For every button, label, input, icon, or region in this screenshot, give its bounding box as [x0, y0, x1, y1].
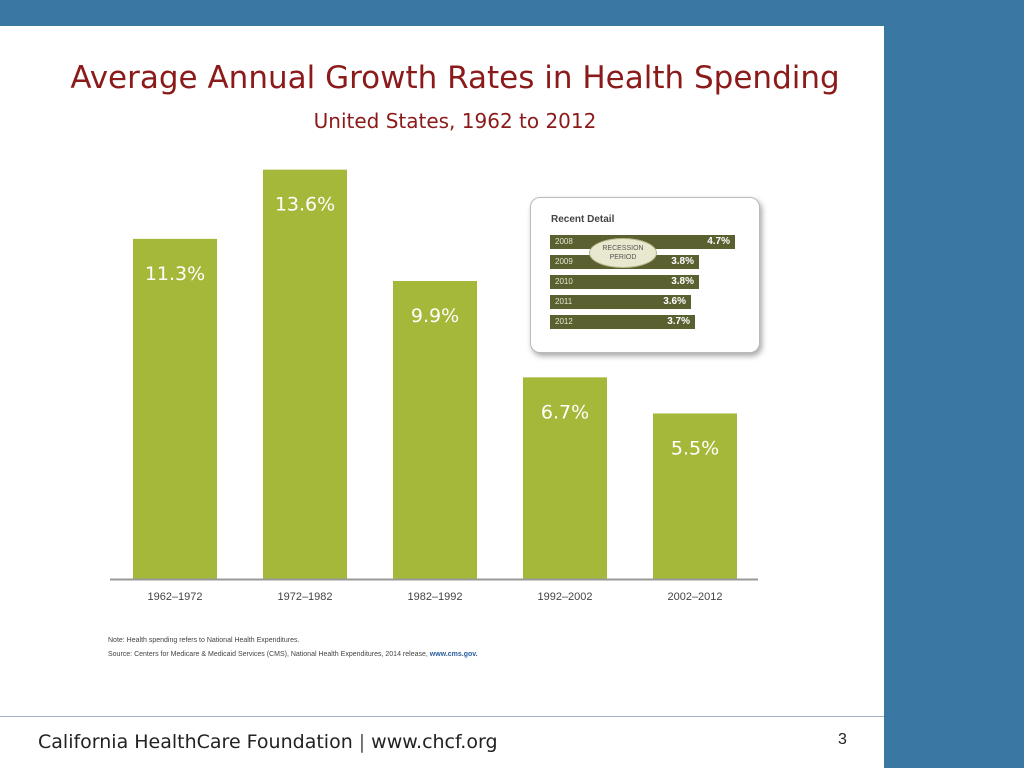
- bar-value-label: 9.9%: [411, 305, 459, 327]
- inset-value-label: 3.7%: [667, 316, 690, 327]
- inset-year-label: 2009: [555, 257, 573, 266]
- footer-separator: |: [358, 731, 366, 753]
- inset-value-label: 3.8%: [671, 256, 694, 267]
- chart-source: Source: Centers for Medicare & Medicaid …: [108, 651, 478, 658]
- recession-period-badge: RECESSION PERIOD: [589, 238, 657, 268]
- footer-url[interactable]: www.chcf.org: [371, 731, 498, 753]
- recession-label: RECESSION PERIOD: [602, 245, 644, 261]
- inset-value-label: 3.6%: [663, 296, 686, 307]
- x-tick-label: 1962–1972: [147, 591, 202, 603]
- bar-2002–2012: [653, 413, 737, 579]
- inset-year-label: 2008: [555, 237, 573, 246]
- x-tick-label: 2002–2012: [667, 591, 722, 603]
- bar-1972–1982: [263, 169, 347, 579]
- x-tick-label: 1982–1992: [407, 591, 462, 603]
- inset-year-label: 2010: [555, 277, 573, 286]
- inset-year-label: 2012: [555, 317, 573, 326]
- bar-value-label: 11.3%: [145, 263, 205, 285]
- source-text: Source: Centers for Medicare & Medicaid …: [108, 651, 428, 658]
- x-tick-label: 1992–2002: [537, 591, 592, 603]
- bar-value-label: 5.5%: [671, 437, 719, 459]
- footer-divider: [0, 716, 884, 717]
- side-banner: [884, 0, 1024, 768]
- x-tick-label: 1972–1982: [277, 591, 332, 603]
- inset-title: Recent Detail: [551, 214, 615, 225]
- slide-subtitle: United States, 1962 to 2012: [313, 109, 597, 133]
- bar-chart: 11.3% 1962–1972 13.6% 1972–1982 9.9% 1982–199…: [110, 169, 758, 603]
- slide-title: Average Annual Growth Rates in Health Sp…: [70, 60, 840, 96]
- footer-org: California HealthCare Foundation: [38, 731, 353, 753]
- bar-1992–2002: [523, 377, 607, 579]
- bar-1982–1992: [393, 281, 477, 579]
- bar-value-label: 13.6%: [275, 194, 335, 216]
- inset-value-label: 3.8%: [671, 276, 694, 287]
- top-banner: [0, 0, 1024, 26]
- bar-1962–1972: [133, 238, 217, 579]
- footer: California HealthCare Foundation | www.chc…: [38, 731, 498, 753]
- inset-bar-2011: 2011 3.6%: [550, 295, 691, 309]
- inset-year-label: 2011: [555, 297, 573, 306]
- inset-value-label: 4.7%: [707, 236, 730, 247]
- chart-note: Note: Health spending refers to National…: [108, 637, 300, 644]
- inset-bar-2010: 2010 3.8%: [550, 275, 699, 289]
- source-link[interactable]: www.cms.gov.: [429, 651, 478, 658]
- recent-detail-inset: Recent Detail 2008 4.7% 2009 3.8% 2010 3.8% 20…: [530, 197, 760, 353]
- page-number: 3: [838, 731, 847, 748]
- inset-bar-2012: 2012 3.7%: [550, 315, 695, 329]
- bar-value-label: 6.7%: [541, 401, 589, 423]
